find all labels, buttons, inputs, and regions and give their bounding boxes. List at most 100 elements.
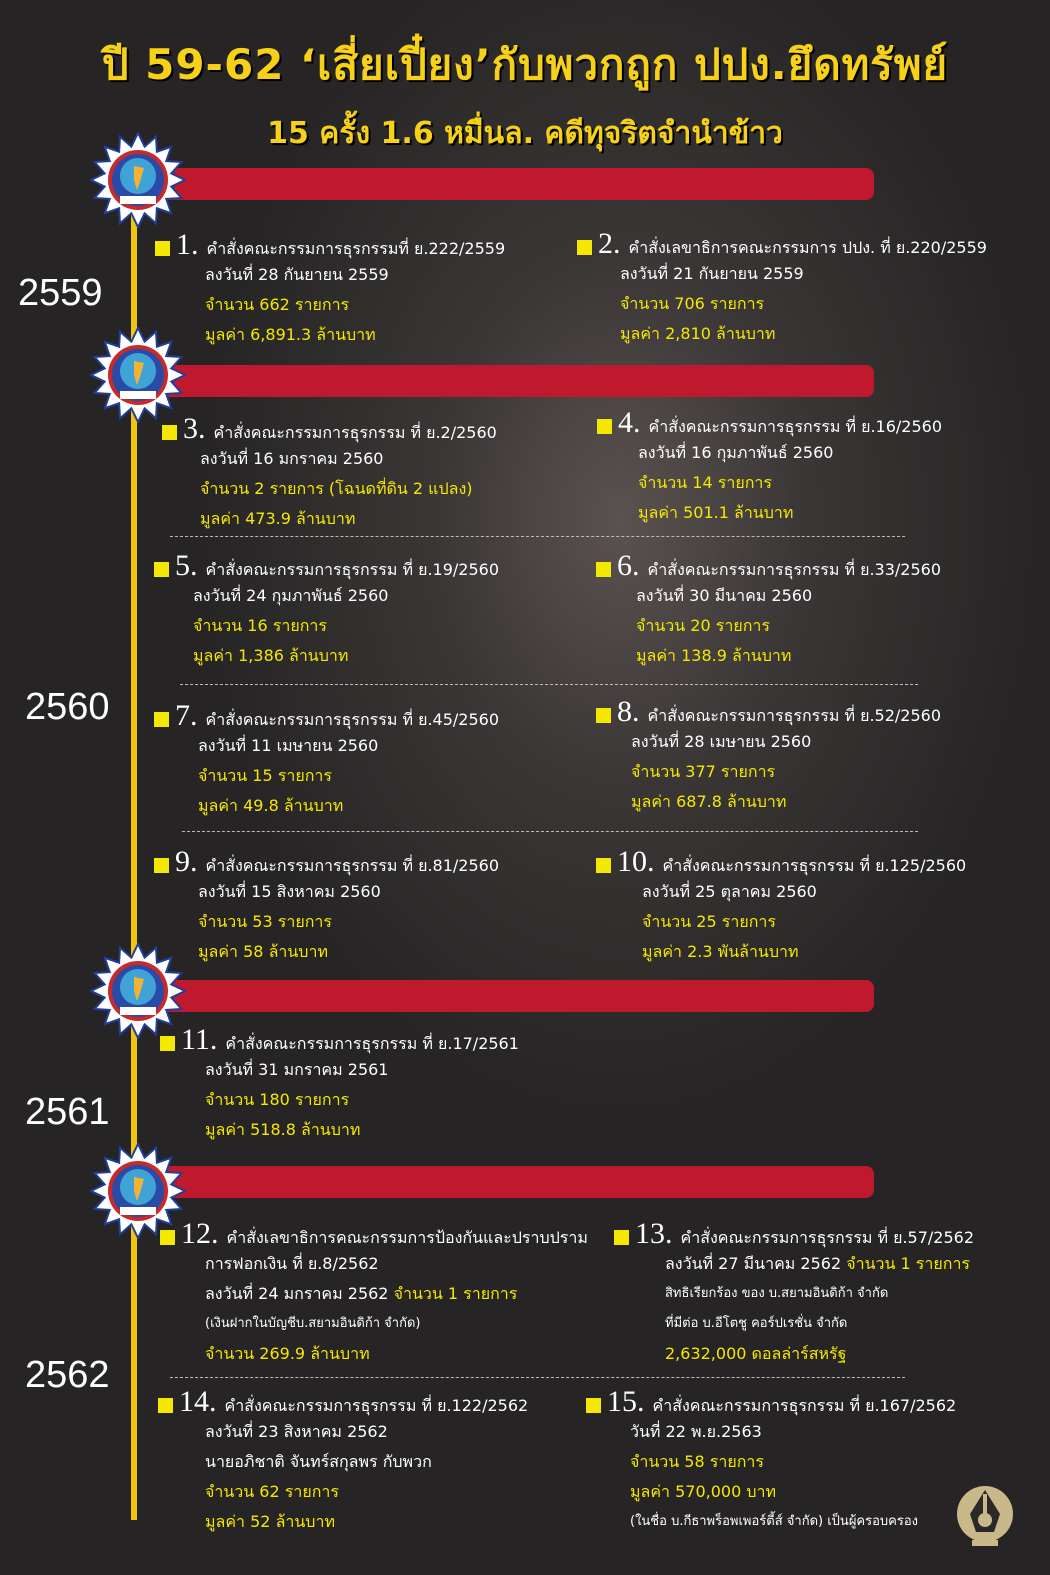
item-number: 9.	[175, 845, 198, 878]
order-item: 14. คำสั่งคณะกรรมการธุรกรรม ที่ ย.122/256…	[158, 1387, 528, 1537]
detail-text: การฟอกเงิน ที่ ย.8/2562	[205, 1254, 379, 1273]
divider	[182, 831, 918, 832]
divider	[180, 684, 918, 685]
order-item: 15. คำสั่งคณะกรรมการธุรกรรม ที่ ย.167/256…	[586, 1387, 956, 1537]
item-detail-line: ลงวันที่ 30 มีนาคม 2560	[636, 581, 941, 611]
bullet-icon	[596, 562, 611, 577]
item-title: คำสั่งคณะกรรมการธุรกรรม ที่ ย.16/2560	[648, 417, 943, 436]
order-item: 4. คำสั่งคณะกรรมการธุรกรรม ที่ ย.16/2560 ล…	[597, 408, 942, 528]
item-detail-line: จำนวน 53 รายการ	[198, 907, 499, 937]
order-item: 2. คำสั่งเลขาธิการคณะกรรมการ ปปง. ที่ ย.2…	[577, 229, 987, 349]
isranews-logo-icon	[957, 1486, 1013, 1546]
item-detail-line: ที่มีต่อ บ.อีโตชู คอร์ปเรชั่น จำกัด	[665, 1309, 974, 1339]
detail-text: ลงวันที่ 23 สิงหาคม 2562	[205, 1422, 388, 1441]
item-detail-line: ลงวันที่ 24 กุมภาพันธ์ 2560	[193, 581, 499, 611]
item-detail-line: ลงวันที่ 15 สิงหาคม 2560	[198, 877, 499, 907]
highlight-text: จำนวน 25 รายการ	[642, 912, 776, 931]
item-detail-line: มูลค่า 501.1 ล้านบาท	[638, 498, 942, 528]
item-number: 2.	[598, 227, 621, 260]
bullet-icon	[158, 1398, 173, 1413]
item-number: 13.	[635, 1217, 673, 1250]
bullet-icon	[577, 240, 592, 255]
highlight-text: จำนวน 662 รายการ	[205, 295, 350, 314]
item-detail-line: มูลค่า 518.8 ล้านบาท	[205, 1115, 519, 1145]
highlight-text: มูลค่า 501.1 ล้านบาท	[638, 503, 794, 522]
detail-text: (เงินฝากในบัญชีบ.สยามอินดิก้า จำกัด)	[205, 1316, 421, 1331]
detail-text: ลงวันที่ 16 กุมภาพันธ์ 2560	[638, 443, 834, 462]
item-title: คำสั่งคณะกรรมการธุรกรรม ที่ ย.33/2560	[647, 560, 942, 579]
item-detail-line: มูลค่า 473.9 ล้านบาท	[200, 504, 497, 534]
highlight-text: จำนวน 62 รายการ	[205, 1482, 339, 1501]
detail-text: ลงวันที่ 28 เมษายน 2560	[631, 732, 812, 751]
section-bar-2560	[150, 365, 874, 397]
bullet-icon	[154, 858, 169, 873]
item-detail-line: ลงวันที่ 16 มกราคม 2560	[200, 444, 497, 474]
highlight-text: จำนวน 14 รายการ	[638, 473, 772, 492]
item-number: 10.	[617, 845, 655, 878]
highlight-text: จำนวน 377 รายการ	[631, 762, 776, 781]
detail-text: ลงวันที่ 16 มกราคม 2560	[200, 449, 384, 468]
highlight-text: จำนวน 15 รายการ	[198, 766, 332, 785]
detail-text: ลงวันที่ 11 เมษายน 2560	[198, 736, 379, 755]
item-detail-line: การฟอกเงิน ที่ ย.8/2562	[205, 1249, 588, 1279]
highlight-text: มูลค่า 687.8 ล้านบาท	[631, 792, 787, 811]
bullet-icon	[162, 425, 177, 440]
item-detail-line: ลงวันที่ 23 สิงหาคม 2562	[205, 1417, 528, 1447]
order-item: 8. คำสั่งคณะกรรมการธุรกรรม ที่ ย.52/2560 ล…	[596, 697, 941, 817]
item-detail-line: มูลค่า 6,891.3 ล้านบาท	[205, 320, 505, 350]
highlight-text: 2,632,000 ดอลล่าร์สหรัฐ	[665, 1344, 847, 1363]
item-detail-line: จำนวน 662 รายการ	[205, 290, 505, 320]
item-detail-line: มูลค่า 58 ล้านบาท	[198, 937, 499, 967]
subtitle: 15 ครั้ง 1.6 หมื่นล. คดีทุจริตจำนำข้าว	[267, 116, 783, 151]
bullet-icon	[614, 1230, 629, 1245]
item-number: 14.	[179, 1385, 217, 1418]
item-number: 6.	[617, 549, 640, 582]
item-title: คำสั่งคณะกรรมการธุรกรรม ที่ ย.167/2562	[652, 1396, 957, 1415]
item-detail-line: จำนวน 20 รายการ	[636, 611, 941, 641]
item-detail-line: มูลค่า 52 ล้านบาท	[205, 1507, 528, 1537]
highlight-text: มูลค่า 6,891.3 ล้านบาท	[205, 325, 376, 344]
order-item: 5. คำสั่งคณะกรรมการธุรกรรม ที่ ย.19/2560 ล…	[154, 551, 499, 671]
highlight-text: มูลค่า 58 ล้านบาท	[198, 942, 328, 961]
detail-text: ลงวันที่ 25 ตุลาคม 2560	[642, 882, 817, 901]
highlight-text: มูลค่า 52 ล้านบาท	[205, 1512, 335, 1531]
highlight-text: มูลค่า 49.8 ล้านบาท	[198, 796, 344, 815]
highlight-text: มูลค่า 473.9 ล้านบาท	[200, 509, 356, 528]
highlight-text: จำนวน 16 รายการ	[193, 616, 327, 635]
divider	[170, 1377, 905, 1378]
main-title: ปี 59-62 ‘เสี่ยเปี๋ยง’กับพวกถูก ปปง.ยึดท…	[101, 40, 949, 89]
order-item: 11. คำสั่งคณะกรรมการธุรกรรม ที่ ย.17/2561…	[160, 1025, 519, 1145]
detail-text: ลงวันที่ 28 กันยายน 2559	[205, 265, 389, 284]
item-title: คำสั่งคณะกรรมการธุรกรรม ที่ ย.52/2560	[647, 706, 942, 725]
detail-text: ที่มีต่อ บ.อีโตชู คอร์ปเรชั่น จำกัด	[665, 1316, 848, 1331]
item-detail-line: (เงินฝากในบัญชีบ.สยามอินดิก้า จำกัด)	[205, 1309, 588, 1339]
highlight-text: จำนวน 20 รายการ	[636, 616, 770, 635]
highlight-text: มูลค่า 570,000 บาท	[630, 1482, 777, 1501]
item-detail-line: ลงวันที่ 11 เมษายน 2560	[198, 731, 499, 761]
year-label: 2560	[25, 686, 110, 728]
item-detail-line: จำนวน 706 รายการ	[620, 289, 987, 319]
highlight-text: จำนวน 180 รายการ	[205, 1090, 350, 1109]
item-detail-line: ลงวันที่ 27 มีนาคม 2562 จำนวน 1 รายการ	[665, 1249, 974, 1279]
highlight-text: จำนวน 1 รายการ	[846, 1254, 971, 1273]
item-detail-line: มูลค่า 570,000 บาท	[630, 1477, 956, 1507]
detail-text: (ในชื่อ บ.กีธาพร็อพเพอร์ตี้ส์ จำกัด) เป็…	[630, 1514, 919, 1529]
item-title: คำสั่งคณะกรรมการธุรกรรม ที่ ย.122/2562	[224, 1396, 529, 1415]
item-number: 3.	[183, 412, 206, 445]
detail-text: ลงวันที่ 24 มกราคม 2562	[205, 1284, 394, 1303]
item-detail-line: จำนวน 269.9 ล้านบาท	[205, 1339, 588, 1369]
item-number: 12.	[181, 1217, 219, 1250]
order-item: 10. คำสั่งคณะกรรมการธุรกรรม ที่ ย.125/256…	[596, 847, 966, 967]
item-number: 1.	[176, 228, 199, 261]
item-number: 4.	[618, 406, 641, 439]
item-title: คำสั่งคณะกรรมการธุรกรรม ที่ ย.19/2560	[205, 560, 500, 579]
highlight-text: มูลค่า 518.8 ล้านบาท	[205, 1120, 361, 1139]
item-detail-line: มูลค่า 1,386 ล้านบาท	[193, 641, 499, 671]
highlight-text: มูลค่า 1,386 ล้านบาท	[193, 646, 349, 665]
detail-text: ลงวันที่ 21 กันยายน 2559	[620, 264, 804, 283]
divider	[170, 536, 905, 537]
amlo-emblem-icon	[90, 1143, 186, 1239]
order-item: 13. คำสั่งคณะกรรมการธุรกรรม ที่ ย.57/2562…	[614, 1219, 974, 1369]
highlight-text: จำนวน 2 รายการ (โฉนดที่ดิน 2 แปลง)	[200, 479, 473, 498]
